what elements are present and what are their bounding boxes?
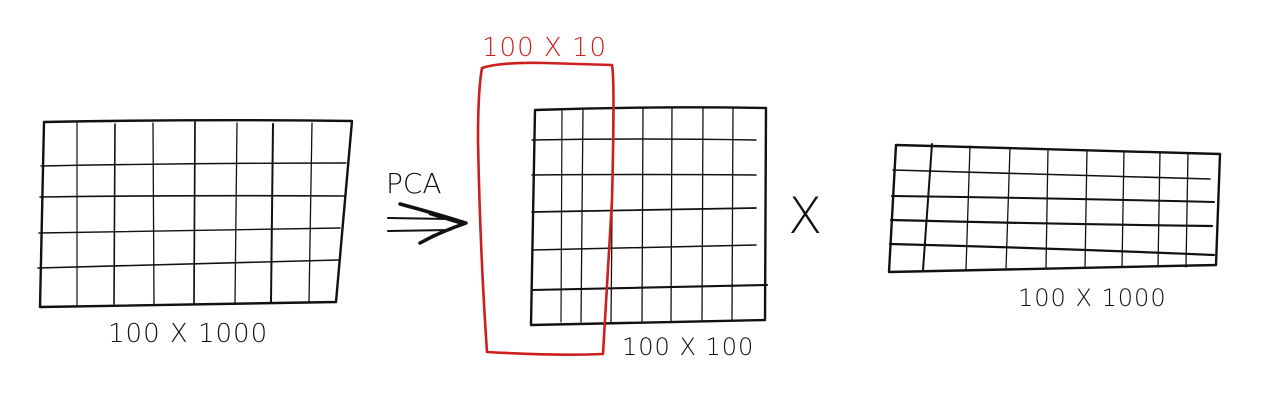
components-matrix-label: 100 X 1000 bbox=[1018, 284, 1167, 312]
input-matrix bbox=[37, 119, 354, 309]
double-arrow-icon bbox=[387, 202, 468, 245]
selection-label: 100 X 10 bbox=[482, 33, 607, 63]
scores-matrix bbox=[529, 106, 769, 327]
selection-highlight bbox=[476, 61, 615, 356]
scores-matrix-label: 100 X 100 bbox=[622, 333, 754, 361]
input-matrix-label: 100 X 1000 bbox=[108, 319, 268, 349]
components-matrix bbox=[887, 143, 1222, 274]
pca-label: PCA bbox=[386, 167, 442, 200]
multiply-sign: X bbox=[788, 187, 822, 245]
